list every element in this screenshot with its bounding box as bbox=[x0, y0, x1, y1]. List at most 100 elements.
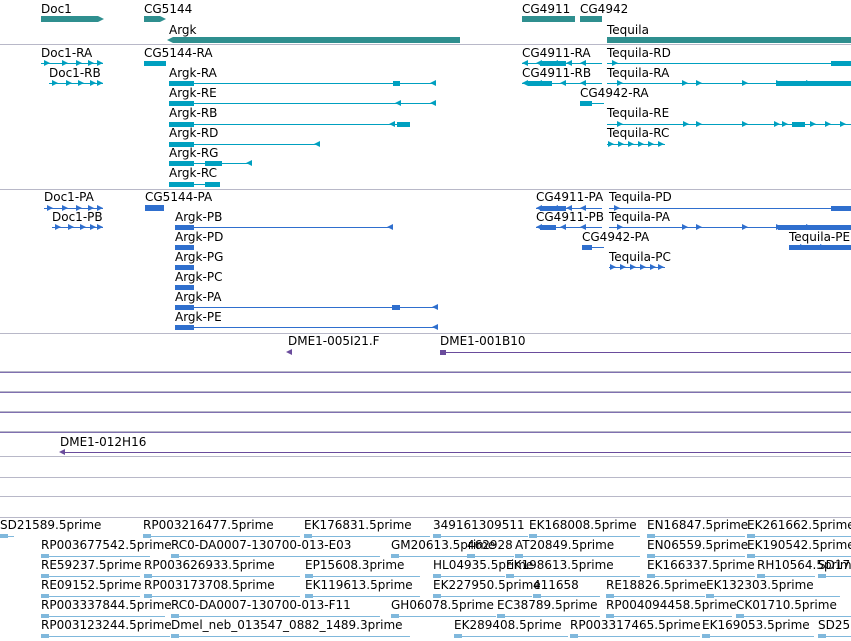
track-separator[interactable] bbox=[0, 431, 851, 432]
est-label[interactable]: 462928 bbox=[467, 538, 513, 552]
est-label[interactable]: RE59237.5prime bbox=[41, 558, 142, 572]
protein-feature[interactable] bbox=[778, 224, 851, 230]
protein-feature[interactable] bbox=[175, 304, 194, 310]
clone-feature[interactable] bbox=[0, 412, 851, 413]
est-feature[interactable] bbox=[433, 576, 505, 577]
transcript-feature[interactable] bbox=[782, 121, 788, 127]
protein-feature[interactable] bbox=[175, 284, 194, 290]
protein-feature[interactable] bbox=[540, 224, 556, 230]
est-feature[interactable] bbox=[41, 594, 49, 598]
clone-feature[interactable] bbox=[446, 352, 851, 353]
est-feature[interactable] bbox=[647, 556, 745, 557]
gene-label[interactable]: CG4942 bbox=[580, 2, 629, 16]
protein-feature[interactable] bbox=[609, 208, 851, 209]
est-feature[interactable] bbox=[0, 534, 8, 538]
protein-label[interactable]: Doc1-PA bbox=[44, 190, 94, 204]
transcript-feature[interactable] bbox=[76, 60, 82, 66]
transcript-feature[interactable] bbox=[194, 103, 434, 104]
protein-label[interactable]: CG5144-PA bbox=[145, 190, 213, 204]
transcript-feature[interactable] bbox=[169, 181, 194, 187]
track-separator[interactable] bbox=[0, 411, 851, 412]
est-label[interactable]: EK227950.5prime bbox=[433, 578, 541, 592]
protein-feature[interactable] bbox=[194, 307, 438, 308]
transcript-feature[interactable] bbox=[528, 80, 552, 86]
protein-feature[interactable] bbox=[610, 264, 616, 270]
est-feature[interactable] bbox=[41, 554, 49, 558]
est-feature[interactable] bbox=[506, 574, 514, 578]
est-feature[interactable] bbox=[433, 594, 441, 598]
est-feature[interactable] bbox=[391, 614, 399, 618]
est-label[interactable]: CK01710.5prime bbox=[736, 598, 837, 612]
protein-feature[interactable] bbox=[696, 224, 702, 230]
transcript-feature[interactable] bbox=[78, 80, 84, 86]
transcript-feature[interactable] bbox=[52, 80, 58, 86]
clone-label[interactable]: DME1-012H16 bbox=[60, 435, 147, 449]
transcript-feature[interactable] bbox=[88, 60, 94, 66]
transcript-feature[interactable] bbox=[395, 100, 401, 106]
est-feature[interactable] bbox=[702, 634, 710, 638]
protein-feature[interactable] bbox=[97, 224, 103, 230]
est-feature[interactable] bbox=[391, 616, 496, 617]
est-feature[interactable] bbox=[647, 576, 755, 577]
est-feature[interactable] bbox=[41, 576, 140, 577]
est-label[interactable]: RC0-DA0007-130700-013-F11 bbox=[171, 598, 351, 612]
clone-label[interactable]: DME1-005I21.F bbox=[288, 334, 380, 348]
protein-feature[interactable] bbox=[145, 205, 164, 211]
est-feature[interactable] bbox=[171, 554, 179, 558]
gene-feature[interactable] bbox=[167, 37, 173, 43]
protein-label[interactable]: Argk-PD bbox=[175, 230, 224, 244]
protein-feature[interactable] bbox=[194, 227, 393, 228]
protein-feature[interactable] bbox=[580, 224, 586, 230]
est-feature[interactable] bbox=[747, 536, 851, 537]
transcript-feature[interactable] bbox=[169, 80, 194, 86]
track-separator[interactable] bbox=[0, 456, 851, 457]
transcript-feature[interactable] bbox=[607, 144, 665, 145]
transcript-feature[interactable] bbox=[628, 141, 634, 147]
protein-feature[interactable] bbox=[392, 304, 400, 310]
track-separator[interactable] bbox=[0, 391, 851, 392]
transcript-feature[interactable] bbox=[44, 60, 50, 66]
est-label[interactable]: RP003337844.5prime bbox=[41, 598, 172, 612]
est-feature[interactable] bbox=[143, 536, 300, 537]
est-feature[interactable] bbox=[41, 636, 170, 637]
est-label[interactable]: EP15608.3prime bbox=[305, 558, 405, 572]
protein-feature[interactable] bbox=[820, 244, 826, 250]
gene-feature[interactable] bbox=[173, 37, 460, 43]
est-feature[interactable] bbox=[171, 556, 380, 557]
transcript-feature[interactable] bbox=[169, 121, 194, 127]
gene-label[interactable]: Tequila bbox=[607, 23, 649, 37]
track-separator[interactable] bbox=[0, 496, 851, 497]
protein-label[interactable]: Tequila-PC bbox=[609, 250, 671, 264]
protein-feature[interactable] bbox=[630, 264, 636, 270]
track-separator[interactable] bbox=[0, 517, 851, 518]
clone-feature[interactable] bbox=[440, 349, 446, 355]
est-feature[interactable] bbox=[171, 634, 179, 638]
protein-feature[interactable] bbox=[80, 224, 86, 230]
protein-label[interactable]: Tequila-PD bbox=[609, 190, 672, 204]
gene-label[interactable]: CG4911 bbox=[522, 2, 571, 16]
transcript-feature[interactable] bbox=[205, 181, 220, 187]
est-feature[interactable] bbox=[41, 574, 49, 578]
gene-feature[interactable] bbox=[41, 16, 98, 22]
protein-label[interactable]: Tequila-PE bbox=[789, 230, 851, 244]
est-feature[interactable] bbox=[702, 636, 814, 637]
est-label[interactable]: 411658 bbox=[533, 578, 579, 592]
est-label[interactable]: RP003216477.5prime bbox=[143, 518, 274, 532]
transcript-feature[interactable] bbox=[194, 144, 320, 145]
gene-feature[interactable] bbox=[580, 16, 602, 22]
est-feature[interactable] bbox=[706, 596, 840, 597]
est-feature[interactable] bbox=[305, 596, 420, 597]
est-feature[interactable] bbox=[467, 556, 514, 557]
transcript-label[interactable]: Argk-RA bbox=[169, 66, 217, 80]
transcript-feature[interactable] bbox=[194, 124, 410, 125]
track-separator[interactable] bbox=[0, 189, 851, 190]
transcript-feature[interactable] bbox=[566, 60, 572, 66]
transcript-feature[interactable] bbox=[683, 121, 689, 127]
transcript-feature[interactable] bbox=[169, 100, 194, 106]
transcript-feature[interactable] bbox=[607, 83, 851, 84]
protein-feature[interactable] bbox=[800, 244, 806, 250]
protein-feature[interactable] bbox=[609, 227, 851, 228]
transcript-feature[interactable] bbox=[66, 80, 72, 86]
transcript-feature[interactable] bbox=[618, 141, 624, 147]
est-feature[interactable] bbox=[41, 596, 140, 597]
